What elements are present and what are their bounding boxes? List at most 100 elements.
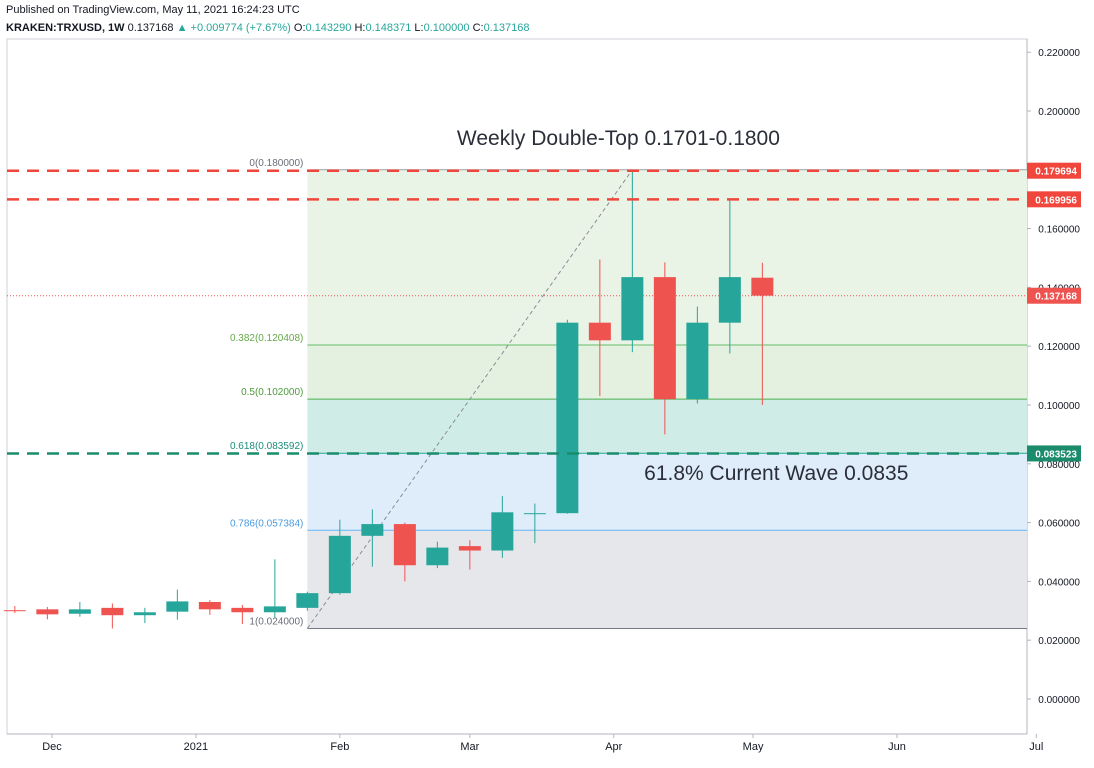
- low-value: 0.100000: [423, 22, 470, 34]
- candle-body: [621, 277, 644, 341]
- candle: [458, 540, 481, 570]
- fib-trend-line: [306, 169, 633, 629]
- fib-zone: [307, 399, 1027, 454]
- candle-body: [133, 612, 156, 616]
- candle: [523, 503, 546, 544]
- high-label: H:: [354, 22, 366, 34]
- y-tick-label: 0.100000: [1038, 401, 1080, 412]
- y-tick-label: 0.120000: [1038, 342, 1080, 353]
- fib-level-label: 0.618(0.083592): [230, 441, 303, 452]
- candle: [361, 509, 384, 567]
- price-badge: 0.083523: [1027, 445, 1081, 462]
- annotation-text: 61.8% Current Wave 0.0835: [644, 462, 908, 485]
- fib-level-label: 1(0.024000): [249, 616, 303, 627]
- published-caption: Published on TradingView.com, May 11, 20…: [6, 4, 300, 16]
- candle: [198, 600, 221, 615]
- close-label: C:: [472, 22, 484, 34]
- x-tick-label: Jun: [888, 741, 906, 753]
- price-badge-label: 0.083523: [1035, 449, 1077, 460]
- x-tick-label: May: [743, 741, 764, 753]
- price-badge-bg: [1027, 445, 1081, 462]
- candle-body: [556, 322, 579, 514]
- y-tick-label: 0.060000: [1038, 519, 1080, 530]
- price-badge-label: 0.169956: [1035, 195, 1077, 206]
- candle-body: [296, 593, 319, 608]
- candle: [296, 591, 319, 611]
- candle: [556, 319, 579, 514]
- candle: [68, 601, 91, 617]
- high-value: 0.148371: [365, 22, 412, 34]
- symbol-info: KRAKEN:TRXUSD, 1W 0.137168 ▲ +0.009774 (…: [6, 22, 529, 34]
- open-value: 0.143290: [305, 22, 352, 34]
- candle: [653, 262, 676, 435]
- fib-level-label: 0(0.180000): [249, 158, 303, 169]
- y-tick-label: 0.020000: [1038, 636, 1080, 647]
- low-label: L:: [414, 22, 424, 34]
- close-value: 0.137168: [483, 22, 530, 34]
- candle-body: [101, 607, 124, 616]
- price-badge: 0.179694: [1027, 162, 1081, 179]
- candle-body: [653, 277, 676, 400]
- x-tick-label: Dec: [42, 741, 62, 753]
- price-badge-bg: [1027, 287, 1081, 304]
- y-tick-label: 0.000000: [1038, 695, 1080, 706]
- x-tick-label: Mar: [460, 741, 479, 753]
- candle-body: [36, 609, 59, 615]
- open-label: O:: [293, 22, 306, 34]
- price-badge-bg: [1027, 191, 1081, 208]
- candle: [3, 606, 26, 614]
- fib-level-label: 0.382(0.120408): [230, 333, 303, 344]
- candle: [393, 522, 416, 582]
- candle-body: [718, 277, 741, 323]
- candle-body: [491, 512, 514, 551]
- x-tick-label: Jul: [1029, 741, 1043, 753]
- candle: [686, 306, 709, 404]
- y-tick-label: 0.040000: [1038, 577, 1080, 588]
- candle-body: [426, 547, 449, 566]
- price-badge: 0.169956: [1027, 191, 1081, 208]
- candle-body: [751, 277, 774, 296]
- candle: [36, 606, 59, 620]
- price-badge: 0.137168: [1027, 287, 1081, 304]
- last-price-text: 0.137168: [127, 22, 174, 34]
- candle: [101, 603, 124, 629]
- candle-body: [231, 607, 254, 613]
- candle: [328, 519, 351, 595]
- x-tick-label: 2021: [184, 741, 208, 753]
- symbol-name: KRAKEN:TRXUSD, 1W: [6, 22, 125, 34]
- candle: [491, 496, 514, 558]
- y-tick-label: 0.200000: [1038, 107, 1080, 118]
- price-badge-bg: [1027, 162, 1081, 179]
- candle: [588, 259, 611, 397]
- fib-level-label: 0.5(0.102000): [241, 387, 303, 398]
- candle-body: [166, 601, 189, 612]
- candle: [263, 559, 286, 619]
- price-change: ▲ +0.009774 (+7.67%): [176, 22, 291, 34]
- fib-zone: [307, 530, 1027, 629]
- price-badge-label: 0.137168: [1035, 292, 1077, 303]
- candle-body: [263, 606, 286, 613]
- candle-body: [328, 535, 351, 594]
- annotation-text: Weekly Double-Top 0.1701-0.1800: [457, 127, 780, 150]
- candle-body: [198, 601, 221, 610]
- x-tick-label: Apr: [605, 741, 622, 753]
- candle-body: [523, 513, 546, 515]
- candle-body: [361, 524, 384, 536]
- fib-level-label: 0.786(0.057384): [230, 518, 303, 529]
- candle: [426, 541, 449, 569]
- candle-body: [458, 546, 481, 551]
- y-tick-label: 0.220000: [1038, 48, 1080, 59]
- candle-body: [588, 322, 611, 341]
- candle-body: [393, 524, 416, 566]
- y-tick-label: 0.080000: [1038, 460, 1080, 471]
- y-tick-label: 0.160000: [1038, 225, 1080, 236]
- candle: [621, 170, 644, 353]
- fib-zone: [307, 453, 1027, 531]
- candle-body: [68, 609, 91, 614]
- candle: [718, 199, 741, 354]
- candle: [231, 604, 254, 625]
- x-tick-label: Feb: [330, 741, 349, 753]
- candle: [166, 589, 189, 620]
- candle: [133, 607, 156, 624]
